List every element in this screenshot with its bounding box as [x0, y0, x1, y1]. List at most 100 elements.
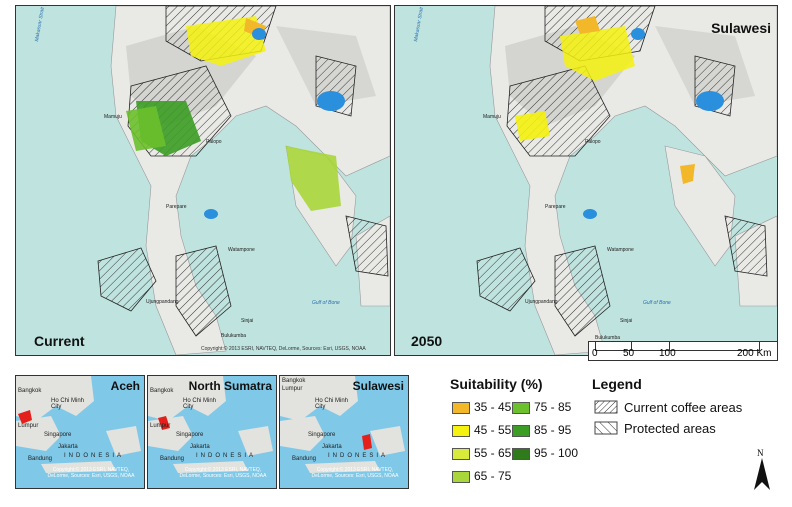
- lake: [252, 28, 266, 40]
- suitability-swatch: [512, 448, 530, 460]
- suitability-range-label: 65 - 75: [474, 469, 512, 483]
- map-current: Makassar Strait Gulf of Bone Mamuju Palo…: [15, 5, 391, 356]
- coffee-area: [175, 245, 232, 337]
- city-label: Sinjai: [241, 318, 254, 324]
- map-current-label: Current: [34, 333, 85, 349]
- city-label: Ujungpandang: [146, 299, 179, 305]
- city-label: Lumpur: [150, 423, 171, 429]
- city-label: Mamuju: [483, 114, 501, 120]
- city-label: Singapore: [44, 432, 72, 438]
- suitability-swatch: [452, 425, 470, 437]
- legend-hatch-swatches: [594, 400, 618, 435]
- water-label-gulf: Gulf of Bone: [643, 300, 671, 306]
- scale-tick: 200 Km: [737, 348, 772, 359]
- north-label: N: [757, 448, 764, 458]
- map-current-canvas: [97, 6, 390, 355]
- city-label: Lumpur: [282, 386, 303, 392]
- inset-north-sumatra: North Sumatra Lumpur Bangkok Ho Chi Minh…: [147, 375, 277, 489]
- inset-title: Sulawesi: [352, 379, 404, 393]
- lake: [317, 91, 345, 111]
- legend-swatch-coffee: [594, 400, 618, 414]
- city-label: Jakarta: [58, 444, 78, 450]
- water-label-gulf: Gulf of Bone: [312, 300, 340, 306]
- city-label: Palopo: [585, 139, 601, 145]
- map-2050-label: 2050: [411, 333, 443, 349]
- city-label: Bulukumba: [221, 333, 247, 339]
- coffee-area: [554, 245, 611, 337]
- north-arrow: N: [752, 448, 772, 493]
- suitability-range-label: 75 - 85: [534, 400, 572, 414]
- scale-bar: 0 50 100 200 Km: [588, 341, 778, 361]
- region-highlight: [158, 416, 170, 430]
- inset-title: Aceh: [110, 379, 140, 393]
- inset-copyright: Copyright:© 2013 ESRI, NAVTEQ, DeLorme, …: [179, 467, 267, 479]
- suitability-range-label: 85 - 95: [534, 423, 572, 437]
- suitability-range-label: 95 - 100: [534, 446, 579, 460]
- city-label: Bandung: [28, 456, 53, 462]
- suitability-orange: [575, 16, 600, 34]
- city-label: Bangkok: [282, 378, 306, 384]
- scale-tick: 50: [623, 348, 635, 359]
- suitability-swatch: [512, 425, 530, 437]
- map-2050-canvas: [476, 6, 777, 355]
- map-region-label: Sulawesi: [711, 20, 771, 36]
- city-label: Palopo: [206, 139, 222, 145]
- city-label: Jakarta: [322, 444, 342, 450]
- city-label: Parepare: [545, 204, 566, 210]
- protected-area: [97, 247, 157, 312]
- inset-copyright: Copyright:© 2013 ESRI, NAVTEQ, DeLorme, …: [311, 467, 399, 479]
- coffee-area: [724, 215, 768, 277]
- suitability-range-label: 45 - 55: [474, 423, 512, 437]
- city-label: Ujungpandang: [525, 299, 558, 305]
- suitability-yellow: [515, 111, 550, 141]
- country-label: INDONESIA: [328, 453, 389, 459]
- city-label: Jakarta: [190, 444, 210, 450]
- suitability-yellow: [560, 26, 635, 81]
- region-highlight: [18, 410, 32, 424]
- inset-title: North Sumatra: [188, 379, 272, 393]
- city-label: Sinjai: [620, 318, 633, 324]
- inset-aceh: Aceh Lumpur Bangkok Ho Chi Minh City Sin…: [15, 375, 145, 489]
- city-label: Singapore: [308, 432, 336, 438]
- city-label: Singapore: [176, 432, 204, 438]
- suitability-lime: [286, 146, 341, 211]
- north-arrow-icon: [754, 458, 770, 490]
- protected-area: [476, 247, 536, 312]
- suitability-title: Suitability (%): [450, 376, 543, 392]
- legend-swatch-protected: [594, 421, 618, 435]
- city-label: Bandung: [160, 456, 185, 462]
- coffee-area: [345, 215, 389, 277]
- suitability-swatch: [512, 402, 530, 414]
- suitability-swatch: [452, 448, 470, 460]
- city-label: Watampone: [228, 247, 255, 253]
- legend-item-coffee: Current coffee areas: [624, 400, 743, 415]
- city-label: Bangkok: [18, 388, 42, 394]
- city-label: Parepare: [166, 204, 187, 210]
- suitability-range-label: 35 - 45: [474, 400, 512, 414]
- scale-tick: 100: [659, 348, 676, 359]
- city-label: Bangkok: [150, 388, 174, 394]
- country-label: INDONESIA: [64, 453, 125, 459]
- inset-copyright: Copyright:© 2013 ESRI, NAVTEQ, DeLorme, …: [47, 467, 135, 479]
- scale-tick: 0: [592, 348, 598, 359]
- country-label: INDONESIA: [196, 453, 257, 459]
- suitability-swatch: [452, 471, 470, 483]
- city-label: Lumpur: [18, 423, 39, 429]
- city-label: Ho Chi Minh City: [315, 398, 349, 410]
- lake: [204, 209, 218, 219]
- suitability-orange: [680, 164, 695, 184]
- legend-title: Legend: [592, 376, 642, 392]
- map-copyright: Copyright:© 2013 ESRI, NAVTEQ, DeLorme, …: [201, 346, 366, 352]
- city-label: Mamuju: [104, 114, 122, 120]
- city-label: Watampone: [607, 247, 634, 253]
- suitability-swatch: [452, 402, 470, 414]
- city-label: Bandung: [292, 456, 317, 462]
- inset-sulawesi: Sulawesi Lumpur Bangkok Ho Chi Minh City…: [279, 375, 409, 489]
- map-2050: Sulawesi Makassar Strait Gulf of Bone Ma…: [394, 5, 778, 356]
- city-label: Ho Chi Minh City: [183, 398, 217, 410]
- city-label: Ho Chi Minh City: [51, 398, 85, 410]
- suitability-green: [126, 106, 166, 151]
- suitability-range-label: 55 - 65: [474, 446, 512, 460]
- region-highlight: [362, 434, 372, 450]
- legend-item-protected: Protected areas: [624, 421, 716, 436]
